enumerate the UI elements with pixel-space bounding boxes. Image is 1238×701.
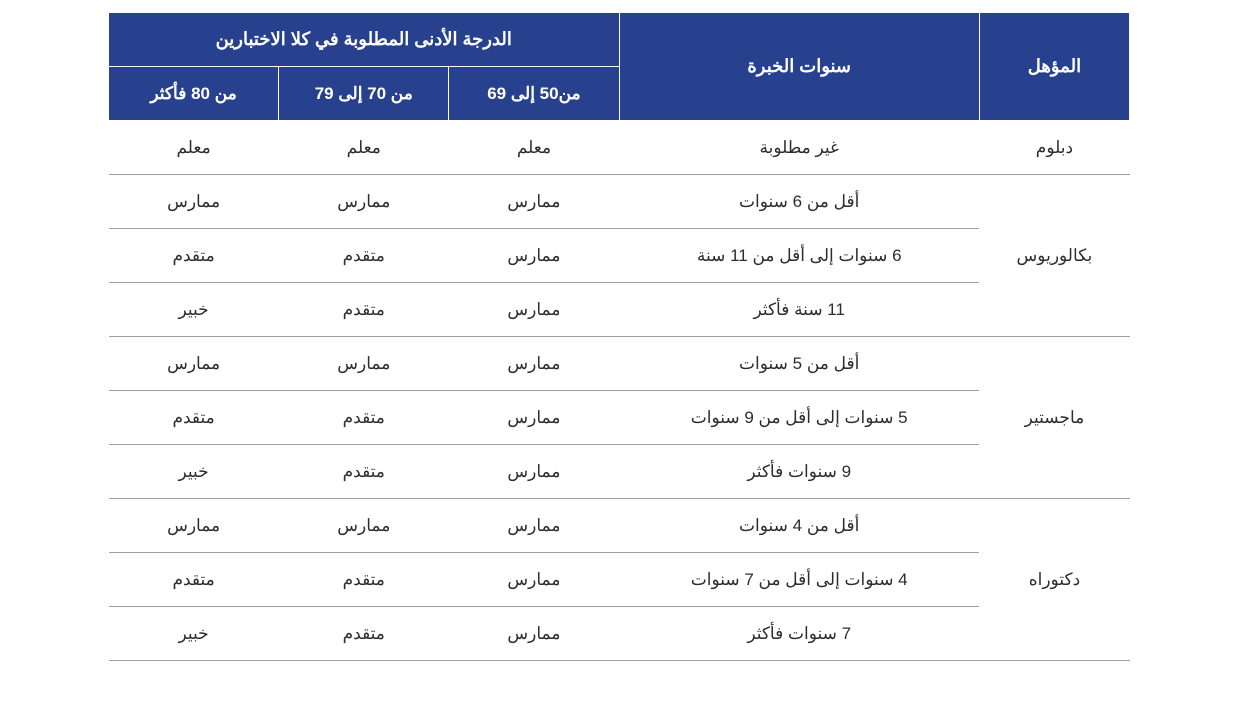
- cell-score: ممارس: [109, 499, 279, 553]
- table-row: 9 سنوات فأكثرممارسمتقدمخبير: [109, 445, 1130, 499]
- cell-score: متقدم: [109, 553, 279, 607]
- cell-score: معلم: [109, 121, 279, 175]
- cell-score: ممارس: [449, 229, 619, 283]
- header-score-80-plus: من 80 فأكثر: [109, 67, 279, 121]
- cell-score: ممارس: [109, 337, 279, 391]
- cell-score: معلم: [449, 121, 619, 175]
- cell-score: ممارس: [279, 337, 449, 391]
- header-score-50-69: من50 إلى 69: [449, 67, 619, 121]
- cell-experience: أقل من 5 سنوات: [619, 337, 979, 391]
- cell-experience: 7 سنوات فأكثر: [619, 607, 979, 661]
- cell-experience: 9 سنوات فأكثر: [619, 445, 979, 499]
- cell-score: ممارس: [449, 607, 619, 661]
- cell-score: خبير: [109, 445, 279, 499]
- table-row: 11 سنة فأكثرممارسمتقدمخبير: [109, 283, 1130, 337]
- cell-qualification: ماجستير: [979, 337, 1129, 499]
- cell-score: متقدم: [279, 607, 449, 661]
- cell-score: معلم: [279, 121, 449, 175]
- header-experience: سنوات الخبرة: [619, 13, 979, 121]
- cell-score: ممارس: [449, 337, 619, 391]
- cell-score: متقدم: [279, 229, 449, 283]
- table-row: 6 سنوات إلى أقل من 11 سنةممارسمتقدممتقدم: [109, 229, 1130, 283]
- header-qualification: المؤهل: [979, 13, 1129, 121]
- cell-score: خبير: [109, 607, 279, 661]
- cell-score: ممارس: [449, 391, 619, 445]
- header-score-70-79: من 70 إلى 79: [279, 67, 449, 121]
- cell-score: ممارس: [109, 175, 279, 229]
- table-row: بكالوريوسأقل من 6 سنواتممارسممارسممارس: [109, 175, 1130, 229]
- cell-score: ممارس: [449, 445, 619, 499]
- table-container: المؤهل سنوات الخبرة الدرجة الأدنى المطلو…: [0, 0, 1238, 701]
- cell-score: متقدم: [279, 445, 449, 499]
- table-row: دبلومغير مطلوبةمعلممعلممعلم: [109, 121, 1130, 175]
- cell-score: متقدم: [279, 553, 449, 607]
- cell-score: خبير: [109, 283, 279, 337]
- cell-qualification: دبلوم: [979, 121, 1129, 175]
- cell-score: ممارس: [279, 499, 449, 553]
- cell-score: ممارس: [449, 283, 619, 337]
- cell-qualification: بكالوريوس: [979, 175, 1129, 337]
- cell-score: متقدم: [109, 391, 279, 445]
- cell-experience: 6 سنوات إلى أقل من 11 سنة: [619, 229, 979, 283]
- cell-experience: أقل من 6 سنوات: [619, 175, 979, 229]
- cell-score: ممارس: [279, 175, 449, 229]
- qualification-table: المؤهل سنوات الخبرة الدرجة الأدنى المطلو…: [108, 12, 1130, 661]
- table-body: دبلومغير مطلوبةمعلممعلممعلمبكالوريوسأقل …: [109, 121, 1130, 661]
- cell-experience: 5 سنوات إلى أقل من 9 سنوات: [619, 391, 979, 445]
- cell-score: ممارس: [449, 175, 619, 229]
- cell-experience: أقل من 4 سنوات: [619, 499, 979, 553]
- table-row: دكتوراهأقل من 4 سنواتممارسممارسممارس: [109, 499, 1130, 553]
- cell-score: ممارس: [449, 553, 619, 607]
- cell-experience: غير مطلوبة: [619, 121, 979, 175]
- cell-qualification: دكتوراه: [979, 499, 1129, 661]
- table-row: ماجستيرأقل من 5 سنواتممارسممارسممارس: [109, 337, 1130, 391]
- cell-experience: 11 سنة فأكثر: [619, 283, 979, 337]
- table-row: 5 سنوات إلى أقل من 9 سنواتممارسمتقدممتقد…: [109, 391, 1130, 445]
- cell-experience: 4 سنوات إلى أقل من 7 سنوات: [619, 553, 979, 607]
- cell-score: متقدم: [279, 283, 449, 337]
- cell-score: ممارس: [449, 499, 619, 553]
- table-row: 4 سنوات إلى أقل من 7 سنواتممارسمتقدممتقد…: [109, 553, 1130, 607]
- cell-score: متقدم: [279, 391, 449, 445]
- table-row: 7 سنوات فأكثرممارسمتقدمخبير: [109, 607, 1130, 661]
- cell-score: متقدم: [109, 229, 279, 283]
- header-score-span: الدرجة الأدنى المطلوبة في كلا الاختبارين: [109, 13, 620, 67]
